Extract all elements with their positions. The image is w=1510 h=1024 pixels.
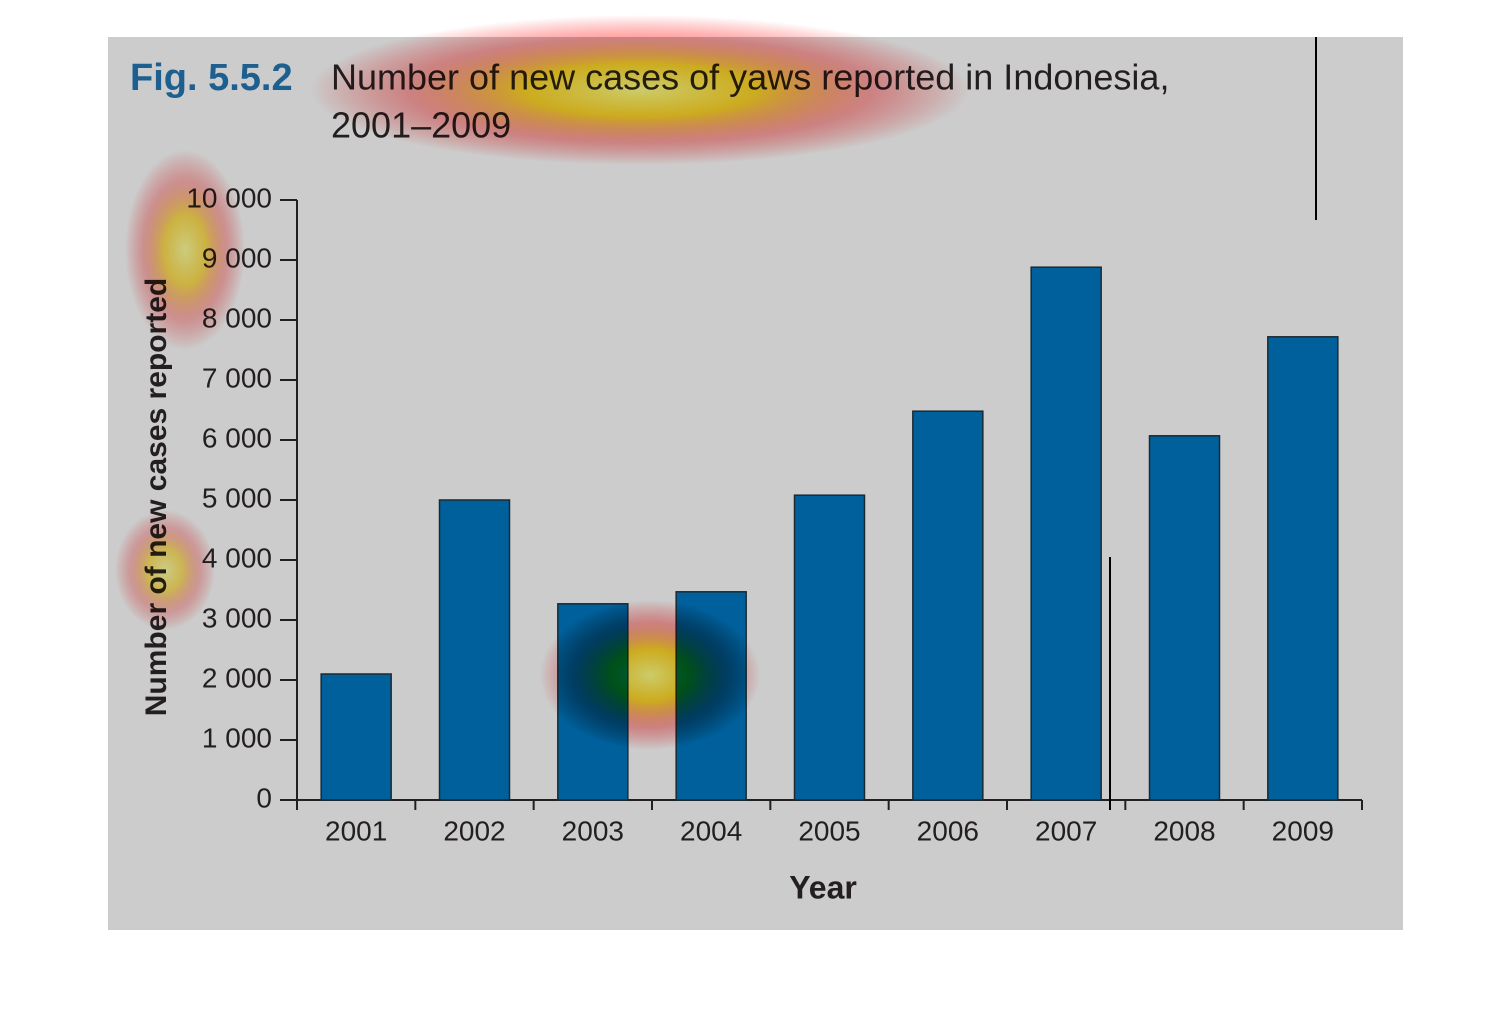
x-tick-label: 2003 [562, 815, 624, 846]
y-tick-label: 2 000 [202, 662, 272, 693]
x-tick-label: 2004 [680, 815, 742, 846]
heat-blob [310, 15, 970, 165]
figure-label: Fig. 5.5.2 [130, 57, 293, 99]
x-tick-label: 2001 [325, 815, 387, 846]
x-axis-label: Year [789, 869, 857, 905]
bar [1030, 266, 1102, 801]
heat-blob [115, 510, 215, 630]
heat-blob [125, 150, 245, 350]
x-tick-label: 2002 [443, 815, 505, 846]
bar [438, 499, 511, 801]
bar [320, 673, 392, 801]
bar [912, 410, 984, 801]
y-tick-label: 1 000 [202, 722, 272, 753]
y-tick-label: 7 000 [202, 362, 272, 393]
heat-blob [540, 600, 760, 750]
x-tick-label: 2009 [1272, 815, 1334, 846]
x-tick-label: 2005 [798, 815, 860, 846]
bar [793, 494, 866, 801]
heatmap-overlay [115, 15, 970, 750]
y-tick-label: 0 [256, 782, 272, 813]
x-tick-label: 2008 [1153, 815, 1215, 846]
y-axis-label: Number of new cases reported [140, 278, 173, 716]
y-tick-label: 3 000 [202, 602, 272, 633]
bar [1148, 435, 1221, 801]
y-tick-label: 6 000 [202, 422, 272, 453]
bar [1267, 336, 1339, 801]
x-tick-label: 2006 [917, 815, 979, 846]
x-tick-label: 2007 [1035, 815, 1097, 846]
y-tick-label: 5 000 [202, 482, 272, 513]
